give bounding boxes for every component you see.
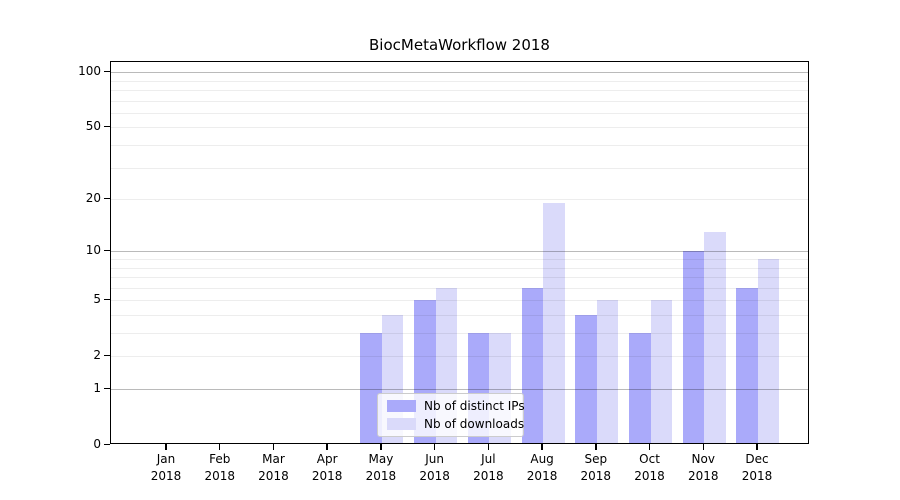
bar-distinct-ips-aug: [521, 287, 544, 443]
gridline-50: [111, 127, 808, 129]
legend-label-distinct-ips: Nb of distinct IPs: [424, 398, 525, 413]
gridline-8: [111, 267, 808, 269]
gridline-20: [111, 199, 808, 201]
gridline-70: [111, 100, 808, 102]
gridline-2: [111, 356, 808, 358]
x-tick-mark-feb: [218, 444, 221, 450]
gridline-90: [111, 80, 808, 82]
gridline-6: [111, 287, 808, 289]
gridline-5: [111, 300, 808, 302]
legend-item-downloads: Nb of downloads: [387, 417, 524, 431]
x-tick-mark-nov: [702, 444, 705, 450]
gridline-7: [111, 277, 808, 279]
y-tick-mark-20: [104, 197, 110, 200]
x-tick-label-nov: Nov 2018: [687, 452, 719, 483]
y-tick-label-100: 100: [78, 64, 101, 79]
x-tick-mark-mar: [272, 444, 275, 450]
y-tick-label-1: 1: [93, 381, 101, 396]
gridline-60: [111, 113, 808, 114]
bar-downloads-sep: [596, 300, 619, 443]
bar-downloads-aug: [543, 203, 565, 443]
y-tick-mark-50: [104, 125, 110, 128]
gridline-9: [111, 259, 808, 261]
legend-swatch-downloads: [387, 418, 416, 430]
x-tick-label-apr: Apr 2018: [311, 452, 343, 483]
bar-distinct-ips-nov: [682, 251, 705, 443]
y-tick-label-20: 20: [85, 191, 101, 206]
x-tick-mark-jan: [165, 444, 167, 450]
y-tick-label-5: 5: [93, 292, 101, 307]
x-tick-mark-oct: [648, 444, 651, 450]
gridline-1: [111, 389, 808, 391]
x-tick-mark-dec: [756, 444, 758, 450]
gridline-100: [111, 72, 808, 74]
x-tick-label-jul: Jul 2018: [473, 452, 504, 483]
y-tick-mark-2: [104, 354, 110, 357]
x-tick-mark-apr: [326, 444, 328, 450]
x-tick-label-jan: Jan 2018: [150, 452, 182, 483]
bar-distinct-ips-dec: [736, 287, 758, 443]
x-tick-label-oct: Oct 2018: [634, 452, 665, 483]
y-tick-mark-10: [104, 249, 110, 252]
bar-distinct-ips-oct: [629, 333, 651, 443]
bar-distinct-ips-sep: [575, 315, 597, 443]
legend-swatch-distinct-ips: [387, 400, 416, 412]
x-tick-mark-sep: [595, 444, 597, 450]
gridline-30: [111, 167, 808, 169]
x-tick-label-may: May 2018: [365, 452, 397, 483]
y-tick-mark-100: [104, 70, 110, 73]
gridline-10: [111, 251, 808, 253]
chart-title: BiocMetaWorkflow 2018: [369, 36, 550, 54]
y-tick-label-0: 0: [93, 437, 101, 451]
x-tick-label-feb: Feb 2018: [204, 452, 235, 483]
y-tick-mark-1: [104, 387, 110, 390]
gridline-80: [111, 90, 808, 92]
gridline-40: [111, 145, 808, 147]
legend-label-downloads: Nb of downloads: [424, 416, 525, 431]
legend-item-distinct-ips: Nb of distinct IPs: [387, 399, 525, 413]
y-tick-label-2: 2: [93, 348, 101, 363]
bar-downloads-nov: [704, 231, 726, 443]
gridline-4: [111, 315, 808, 317]
gridline-3: [111, 333, 808, 335]
y-tick-mark-0: [104, 443, 110, 445]
bar-downloads-oct: [650, 300, 673, 443]
legend: Nb of distinct IPs Nb of downloads: [377, 393, 525, 437]
x-tick-mark-jun: [433, 444, 436, 450]
x-tick-label-sep: Sep 2018: [580, 452, 612, 483]
y-tick-mark-5: [104, 298, 110, 301]
x-tick-label-jun: Jun 2018: [419, 452, 450, 483]
x-tick-label-aug: Aug 2018: [526, 452, 558, 483]
x-tick-mark-may: [380, 444, 382, 450]
x-tick-mark-jul: [487, 444, 490, 450]
x-tick-label-mar: Mar 2018: [258, 452, 289, 483]
y-tick-label-10: 10: [85, 243, 101, 258]
x-tick-label-dec: Dec 2018: [741, 452, 773, 483]
y-tick-label-50: 50: [85, 119, 101, 134]
x-tick-mark-aug: [541, 444, 543, 450]
bar-downloads-dec: [757, 259, 780, 443]
plot-area: [110, 61, 809, 444]
bar-distinct-ips-may: [360, 333, 382, 443]
